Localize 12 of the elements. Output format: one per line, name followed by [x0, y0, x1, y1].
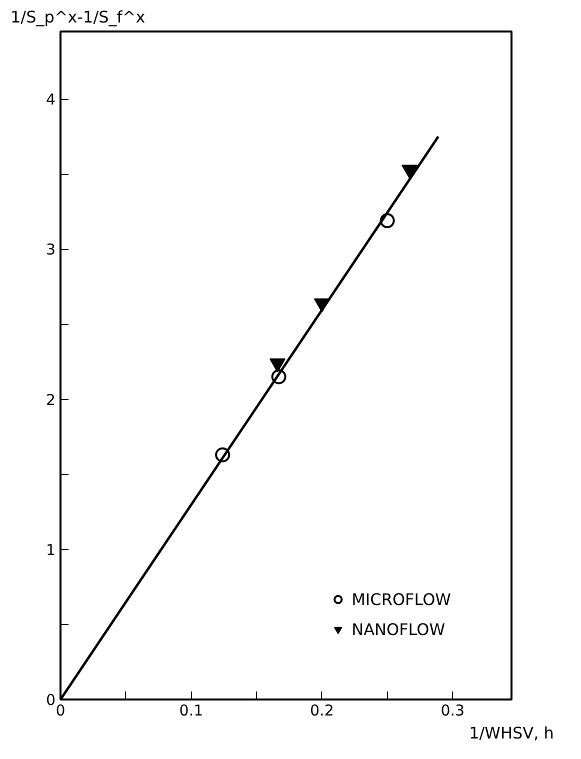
- x-tick-label: 0.2: [310, 702, 334, 720]
- y-tick-label: 2: [46, 390, 56, 409]
- point: [270, 358, 286, 372]
- legend-label: NANOFLOW: [352, 620, 446, 638]
- y-axis-title: 1/S_p^x-1/S_f^x: [10, 8, 146, 26]
- x-tick-label: 0.3: [440, 702, 465, 720]
- y-tick-label: 4: [46, 90, 56, 109]
- y-tick-label: 1: [46, 540, 56, 559]
- x-tick-label: 0.1: [179, 702, 204, 720]
- legend-label: MICROFLOW: [352, 590, 451, 608]
- x-axis-title: 1/WHSV, h: [469, 724, 554, 742]
- y-tick-label: 3: [46, 240, 56, 259]
